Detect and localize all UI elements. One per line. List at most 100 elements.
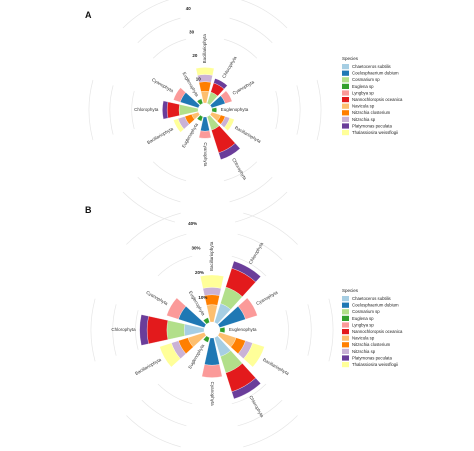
bar-segment: [219, 327, 226, 333]
legend-swatch: [342, 116, 349, 122]
category-label: Bacillariophyta: [146, 126, 174, 145]
panel-a-radial-ticks: 10 20 30 40: [186, 6, 201, 82]
legend-label: Nitzschia closterium: [352, 342, 391, 347]
legend-label: Euglena sp: [352, 316, 374, 321]
legend-label: Platymonas peculata: [352, 123, 392, 128]
legend-swatch: [342, 348, 349, 354]
legend-swatch: [342, 103, 349, 109]
grid-arc: [152, 161, 187, 182]
bar-segment: [139, 314, 149, 346]
grid-arc: [135, 310, 139, 350]
bar-segment: [220, 90, 233, 104]
legend-swatch: [342, 335, 349, 341]
category-label: Cyanophyta: [255, 290, 279, 307]
panel-b-bars: [139, 260, 265, 400]
bar-segment: [218, 143, 241, 160]
bar-segment: [198, 130, 212, 139]
panel-b-grid: [90, 212, 334, 448]
legend-label: Lyngbya sp: [352, 90, 374, 95]
panel-a-legend-title: Species: [342, 56, 359, 61]
radial-tick-label: 30%: [192, 246, 201, 251]
panel-a: A BacillariophytaChlorophytaCyanophytaEu…: [85, 0, 403, 223]
grid-arc: [328, 298, 334, 362]
panel-b-legend-title: Species: [342, 288, 359, 293]
grid-arc: [229, 176, 273, 203]
grid-arc: [137, 176, 181, 203]
grid-arc: [307, 304, 312, 356]
category-label: Chlorophyta: [248, 395, 265, 419]
panel-a-label: A: [85, 10, 92, 20]
legend-label: Thalassiosira weissflogii: [352, 362, 398, 367]
grid-arc: [126, 415, 181, 448]
panel-b-legend: Species Chaetoceros subtilis Coelosphaeri…: [342, 288, 403, 368]
legend-label: Coelosphaerium dubium: [352, 71, 399, 76]
panel-b: B Bacillariophyta Chlorophyta Cyanophyta Eu…: [85, 205, 403, 448]
category-label: Bacillariophyta: [134, 357, 162, 376]
legend-swatch: [342, 315, 349, 321]
radial-tick-label: 40: [186, 6, 192, 11]
legend-swatch: [342, 70, 349, 76]
legend-label: Navicula sp: [352, 336, 375, 341]
legend-label: Navicula sp: [352, 104, 375, 109]
legend-swatch: [342, 64, 349, 70]
panel-a-bars: [162, 67, 241, 160]
bar-segment: [224, 117, 235, 131]
grid-arc: [285, 310, 289, 350]
grid-arc: [122, 0, 170, 29]
category-label: Cyanophyta: [151, 77, 175, 94]
grid-arc: [316, 79, 322, 141]
panel-a-grid: [88, 0, 322, 223]
legend-swatch: [342, 302, 349, 308]
grid-arc: [152, 38, 187, 59]
radial-tick-label: 20%: [195, 270, 204, 275]
panel-b-label: B: [85, 205, 92, 215]
bar-segment: [231, 377, 261, 400]
grid-arc: [157, 383, 193, 405]
category-label: Bacillariophyta: [202, 34, 207, 64]
legend-swatch: [342, 342, 349, 348]
bar-segment: [166, 320, 186, 340]
legend-swatch: [342, 329, 349, 335]
legend-label: Nitzschia sp: [352, 349, 376, 354]
bar-segment: [211, 107, 217, 113]
grid-arc: [237, 399, 283, 427]
grid-arc: [231, 383, 267, 405]
legend-swatch: [342, 309, 349, 315]
bar-segment: [201, 364, 223, 378]
radial-tick-label: 40%: [188, 221, 197, 226]
legend-label: Nitzschia sp: [352, 117, 376, 122]
category-label: Cyanophyta: [145, 290, 169, 307]
legend-swatch: [342, 355, 349, 361]
legend-label: Nannochloropsis oceanica: [352, 97, 403, 102]
legend-swatch: [342, 90, 349, 96]
legend-label: Chaetoceros subtilis: [352, 296, 391, 301]
radial-tick-label: 20: [192, 53, 198, 58]
grid-arc: [109, 85, 114, 135]
legend-swatch: [342, 123, 349, 129]
category-label: Chlorophyta: [134, 107, 159, 112]
panel-a-legend: Species Chaetoceros subtilis Coelosphaeri…: [342, 56, 403, 136]
legend-swatch: [342, 296, 349, 302]
grid-arc: [122, 191, 176, 223]
legend-swatch: [342, 97, 349, 103]
category-label: Cyanophyta: [203, 142, 208, 167]
category-label: Cyanophyta: [232, 79, 256, 96]
bar-segment: [200, 274, 224, 289]
grid-arc: [240, 0, 288, 29]
legend-swatch: [342, 83, 349, 89]
legend-label: Nitzschia closterium: [352, 110, 391, 115]
legend-label: Cosmarium sp: [352, 77, 380, 82]
grid-arc: [88, 79, 94, 141]
category-label: Euglenophyta: [229, 327, 257, 332]
grid-arc: [141, 399, 187, 427]
category-label: Bacillariophyta: [234, 125, 262, 144]
bar-segment: [213, 78, 228, 90]
bar-segment: [203, 317, 210, 325]
bar-segment: [198, 81, 212, 92]
grid-arc: [237, 233, 283, 261]
grid-arc: [231, 255, 267, 277]
legend-label: Coelosphaerium dubium: [352, 303, 399, 308]
category-label: Chlorophyta: [248, 241, 265, 265]
legend-swatch: [342, 130, 349, 136]
